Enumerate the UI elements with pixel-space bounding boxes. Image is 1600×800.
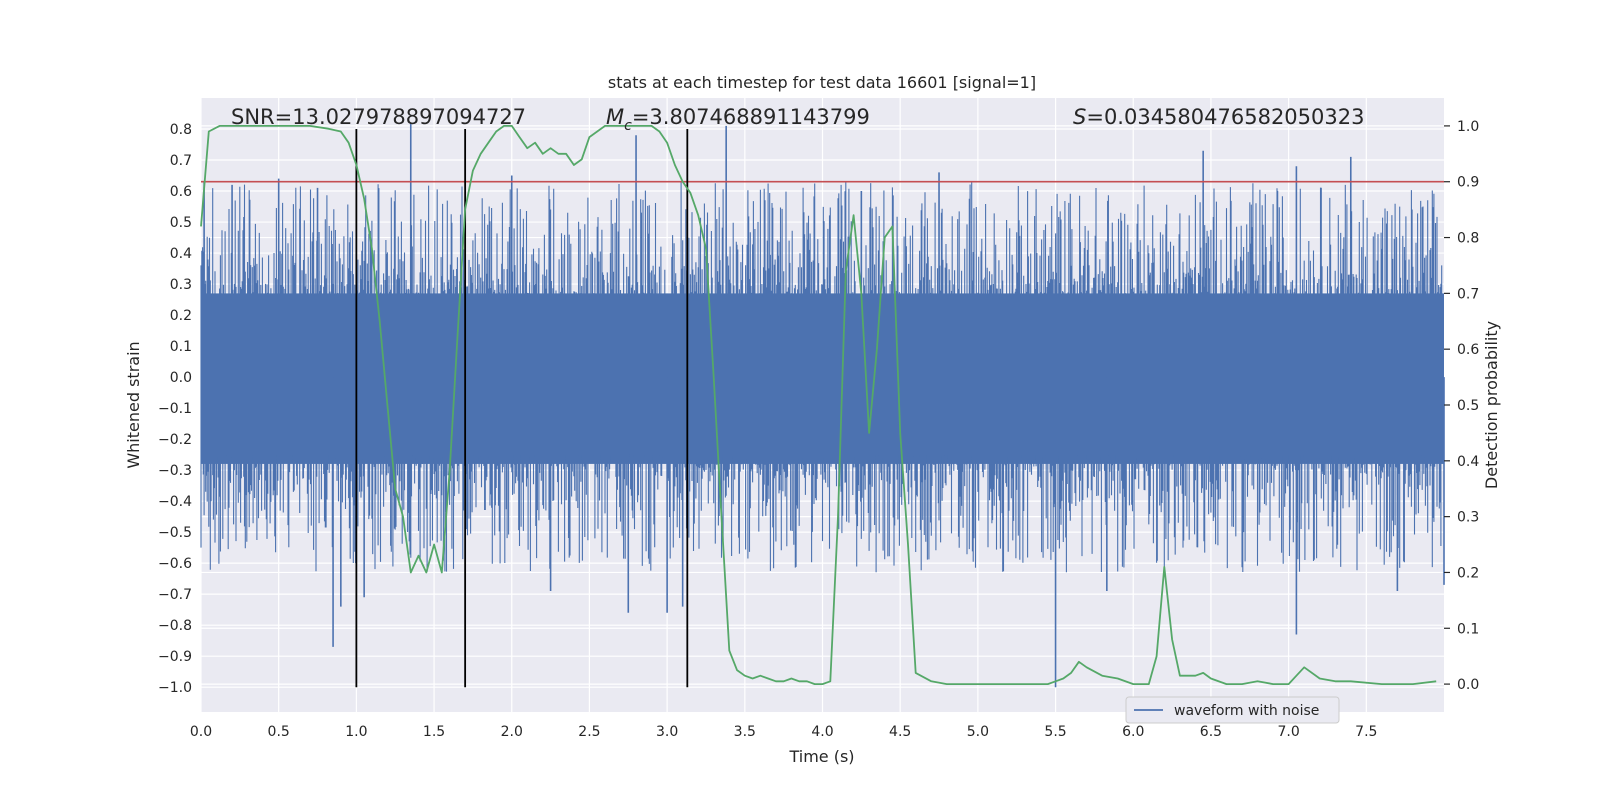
x-tick-label-1: 0.5 <box>268 724 290 740</box>
y-left-tick-label-8: 0.0 <box>170 370 192 386</box>
y-axis-right-label: Detection probability <box>1482 321 1501 489</box>
x-tick-label-15: 7.5 <box>1355 724 1377 740</box>
x-axis-ticks: 0.0 0.5 1.0 1.5 2.0 2.5 3.0 3.5 4.0 4.5 5.0 5.5 6.0 6… <box>190 724 1378 740</box>
x-tick-label-3: 1.5 <box>423 724 445 740</box>
x-tick-label-13: 6.5 <box>1200 724 1222 740</box>
y-left-tick-label-12: −0.4 <box>158 494 192 510</box>
y-right-tick-label-0: 1.0 <box>1457 119 1479 135</box>
y-left-tick-label-1: 0.7 <box>170 153 192 169</box>
waveform-series <box>200 122 1445 688</box>
x-tick-label-2: 1.0 <box>345 724 367 740</box>
x-tick-label-14: 7.0 <box>1277 724 1299 740</box>
y-right-tick-label-3: 0.7 <box>1457 286 1479 302</box>
x-tick-label-0: 0.0 <box>190 724 212 740</box>
y-left-tick-label-0: 0.8 <box>170 122 192 138</box>
y-left-tick-label-16: −0.8 <box>158 618 192 634</box>
y-left-tick-label-13: −0.5 <box>158 525 192 541</box>
x-tick-label-12: 6.0 <box>1122 724 1144 740</box>
probability-series <box>200 125 1437 685</box>
y-right-tick-label-9: 0.1 <box>1457 621 1479 637</box>
y-right-tick-label-7: 0.3 <box>1457 510 1479 526</box>
y-left-tick-label-2: 0.6 <box>170 184 192 200</box>
waveform-noise <box>200 182 1444 573</box>
y-axis-left-label: Whitened strain <box>124 341 143 468</box>
s-annotation: S=0.034580476582050323 <box>1073 105 1364 129</box>
y-right-tick-label-10: 0.0 <box>1457 677 1479 693</box>
x-tick-label-8: 4.0 <box>811 724 833 740</box>
x-tick-label-7: 3.5 <box>734 724 756 740</box>
y-left-tick-label-7: 0.1 <box>170 339 192 355</box>
chirp-mass-annotation: Mc=3.807468891143799 <box>606 105 870 134</box>
legend-box <box>1125 696 1340 724</box>
y-left-tick-label-11: −0.3 <box>158 463 192 479</box>
s-symbol: S <box>1073 105 1086 129</box>
y-left-tick-label-3: 0.5 <box>170 215 192 231</box>
x-tick-label-11: 5.5 <box>1044 724 1066 740</box>
x-tick-label-5: 2.5 <box>578 724 600 740</box>
x-tick-label-4: 2.0 <box>501 724 523 740</box>
chirp-mass-subscript: c <box>624 118 632 134</box>
y-right-tick-label-1: 0.9 <box>1457 175 1479 191</box>
x-tick-label-6: 3.0 <box>656 724 678 740</box>
chirp-mass-value: =3.807468891143799 <box>632 105 870 129</box>
s-value: =0.034580476582050323 <box>1086 105 1364 129</box>
y-left-tick-label-9: −0.1 <box>158 401 192 417</box>
y-left-tick-label-10: −0.2 <box>158 432 192 448</box>
x-axis-label: Time (s) <box>788 747 854 766</box>
snr-annotation: SNR=13.027978897094727 <box>231 105 526 129</box>
x-tick-label-9: 4.5 <box>889 724 911 740</box>
probability-line <box>200 125 1437 685</box>
chirp-mass-symbol: M <box>606 105 624 129</box>
y-left-tick-label-4: 0.4 <box>170 246 192 262</box>
x-tick-label-10: 5.0 <box>967 724 989 740</box>
y-right-tick-label-2: 0.8 <box>1457 231 1479 247</box>
y-left-tick-label-14: −0.6 <box>158 556 192 572</box>
legend-label: waveform with noise <box>1174 703 1319 719</box>
legend: waveform with noise <box>1125 696 1340 724</box>
y-right-tick-label-8: 0.2 <box>1457 565 1479 581</box>
y-right-tick-label-6: 0.4 <box>1457 454 1479 470</box>
y-right-tick-label-4: 0.6 <box>1457 342 1479 358</box>
y-left-tick-label-18: −1.0 <box>158 680 192 696</box>
y-left-tick-label-15: −0.7 <box>158 587 192 603</box>
chart-title: stats at each timestep for test data 166… <box>608 73 1036 92</box>
y-axis-right-ticks: 1.0 0.9 0.8 0.7 0.6 0.5 0.4 0.3 0.2 0.1 0.0 <box>1444 119 1479 693</box>
y-left-tick-label-5: 0.3 <box>170 277 192 293</box>
y-left-tick-label-6: 0.2 <box>170 308 192 324</box>
y-right-tick-label-5: 0.5 <box>1457 398 1479 414</box>
y-axis-left-ticks: 0.8 0.7 0.6 0.5 0.4 0.3 0.2 0.1 0.0 −0.1 −0.2 −0.3 −… <box>158 122 192 696</box>
y-left-tick-label-17: −0.9 <box>158 649 192 665</box>
